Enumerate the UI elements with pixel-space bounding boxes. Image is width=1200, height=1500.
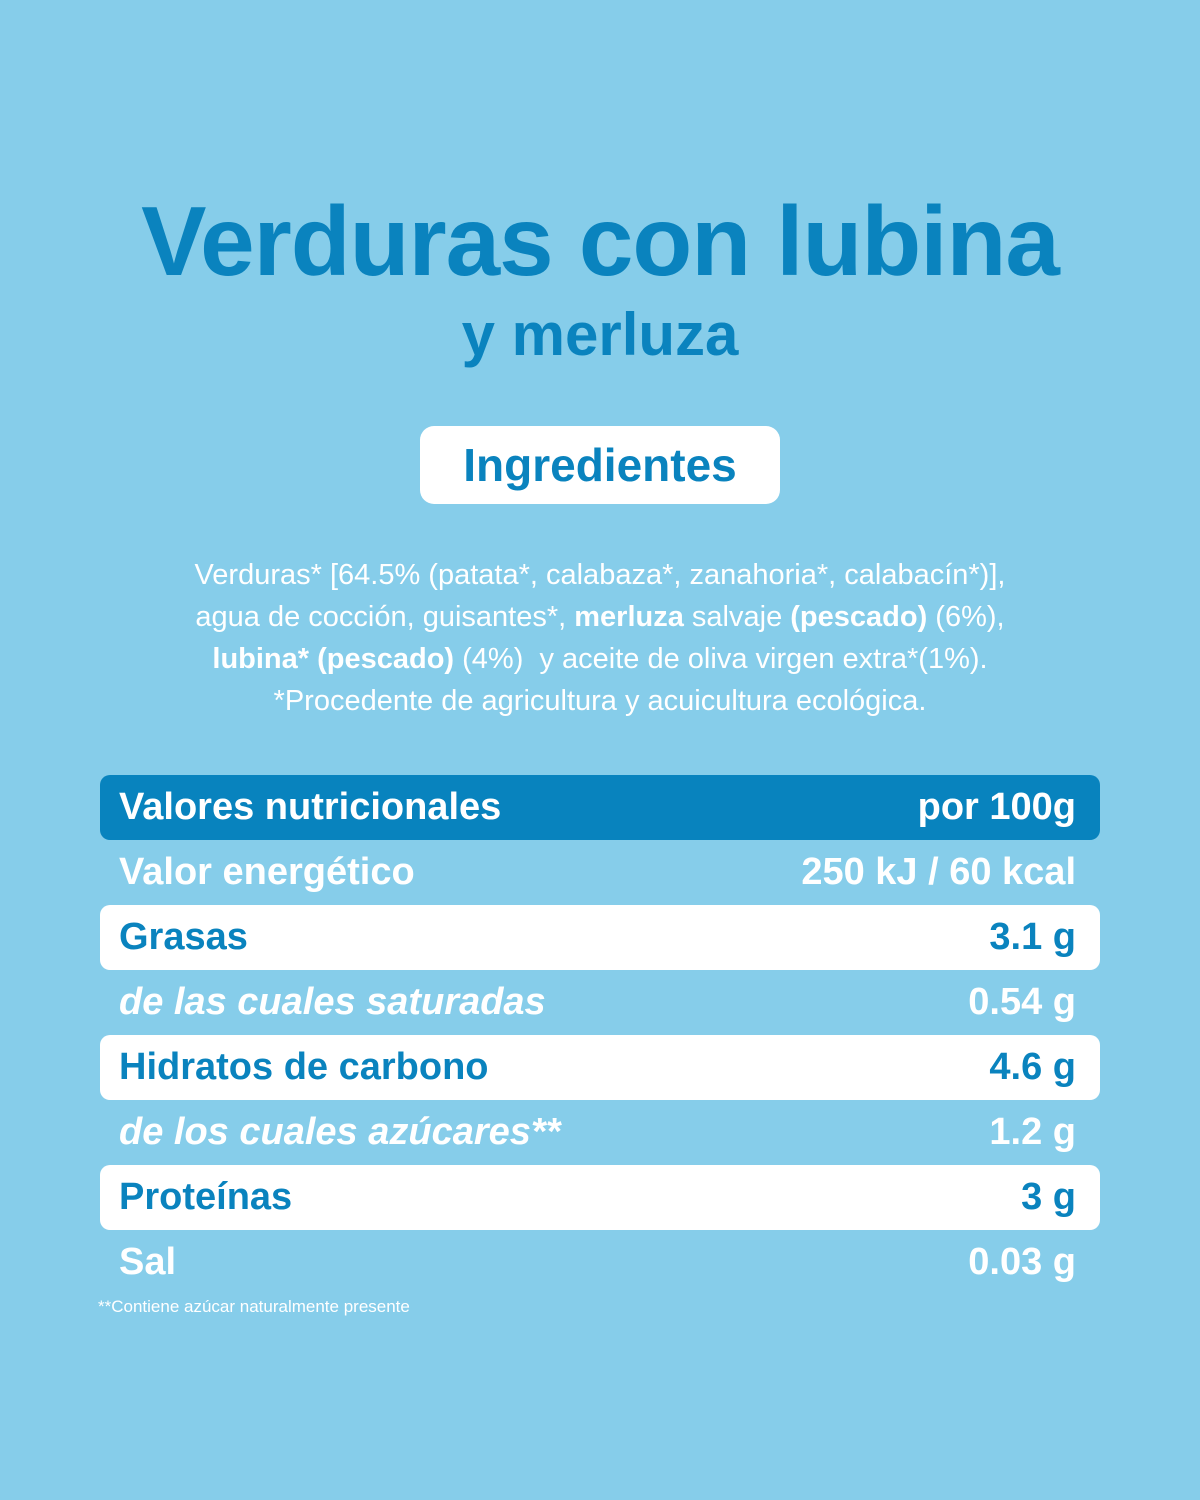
heading-box <box>420 426 780 504</box>
header-value: por 100g <box>917 786 1076 828</box>
title: Verduras con lubina <box>141 186 1060 296</box>
ingredients-heading: Ingredientes <box>463 439 737 491</box>
row-value: 0.54 g <box>968 981 1076 1023</box>
row-label: Sal <box>119 1241 177 1283</box>
ingredients-line: lubina* (pescado) (4%) y aceite de oliva… <box>0 638 1200 680</box>
ingredient-text: (4%) y aceite de oliva virgen extra*(1%)… <box>454 643 988 675</box>
row-value: 0.03 g <box>968 1241 1076 1283</box>
table-row: Proteínas 3 g <box>100 1165 1100 1230</box>
ingredient-bold: (pescado) <box>790 601 928 633</box>
ingredient-bold: lubina* (pescado) <box>212 643 455 675</box>
ingredient-text: Verduras* [64.5% (patata*, calabaza*, za… <box>194 559 1006 591</box>
row-label: Valor energético <box>119 851 415 893</box>
row-label: Hidratos de carbono <box>119 1046 489 1088</box>
row-value: 3.1 g <box>989 916 1076 958</box>
row-label: de las cuales saturadas <box>119 981 546 1023</box>
ingredients-line: *Procedente de agricultura y acuicultura… <box>0 680 1200 722</box>
table-row: Sal 0.03 g <box>100 1230 1100 1295</box>
ingredients-line: agua de cocción, guisantes*, merluza sal… <box>0 596 1200 638</box>
table-row: Grasas 3.1 g <box>100 905 1100 970</box>
row-value: 250 kJ / 60 kcal <box>801 851 1076 893</box>
table-row: Valor energético 250 kJ / 60 kcal <box>100 840 1100 905</box>
ingredient-text: *Procedente de agricultura y acuicultura… <box>273 685 927 717</box>
footnote: **Contiene azúcar naturalmente presente <box>98 1297 410 1316</box>
row-value: 1.2 g <box>989 1111 1076 1153</box>
ingredients: Verduras* [64.5% (patata*, calabaza*, za… <box>0 554 1200 722</box>
table-row: de los cuales azúcares** 1.2 g <box>100 1100 1100 1165</box>
ingredient-text: agua de cocción, guisantes*, <box>195 601 575 633</box>
ingredient-text: salvaje <box>683 601 791 633</box>
ingredient-bold: merluza <box>574 601 684 633</box>
ingredients-line: Verduras* [64.5% (patata*, calabaza*, za… <box>0 554 1200 596</box>
table-row: de las cuales saturadas 0.54 g <box>100 970 1100 1035</box>
subtitle: y merluza <box>461 301 739 368</box>
row-label: de los cuales azúcares** <box>119 1111 561 1153</box>
row-label: Grasas <box>119 916 248 958</box>
header-label: Valores nutricionales <box>119 786 502 828</box>
row-value: 4.6 g <box>989 1046 1076 1088</box>
row-label: Proteínas <box>119 1176 293 1218</box>
table-header: Valores nutricionales por 100g <box>100 775 1100 840</box>
ingredient-text: (6%), <box>927 601 1005 633</box>
row-value: 3 g <box>1021 1176 1076 1218</box>
table-row: Hidratos de carbono 4.6 g <box>100 1035 1100 1100</box>
